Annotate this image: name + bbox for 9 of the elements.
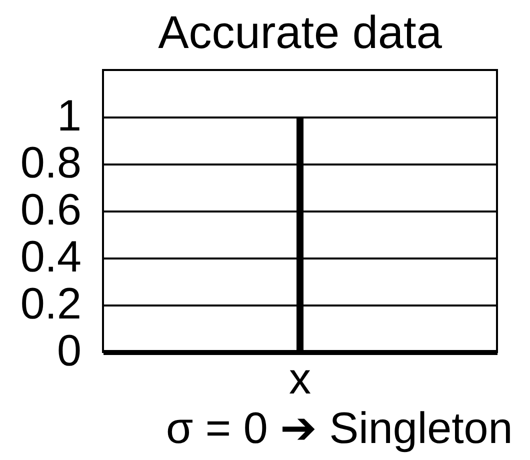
y-tick-label: 0.6 (20, 186, 82, 234)
chart-title: Accurate data (158, 6, 442, 58)
y-tick-label: 0.2 (20, 280, 82, 328)
y-tick-label: 0.4 (20, 232, 82, 282)
x-tick-label: x (289, 354, 311, 404)
y-tick-label: 0.8 (20, 138, 82, 188)
y-tick-label: 0 (57, 326, 82, 376)
y-tick-label: 1 (57, 92, 82, 140)
text: σ = 0 ➔ Singleton (166, 404, 513, 453)
